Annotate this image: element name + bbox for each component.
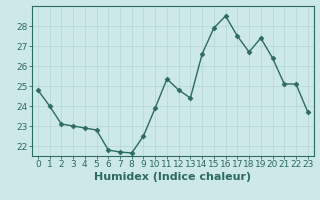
X-axis label: Humidex (Indice chaleur): Humidex (Indice chaleur): [94, 172, 252, 182]
